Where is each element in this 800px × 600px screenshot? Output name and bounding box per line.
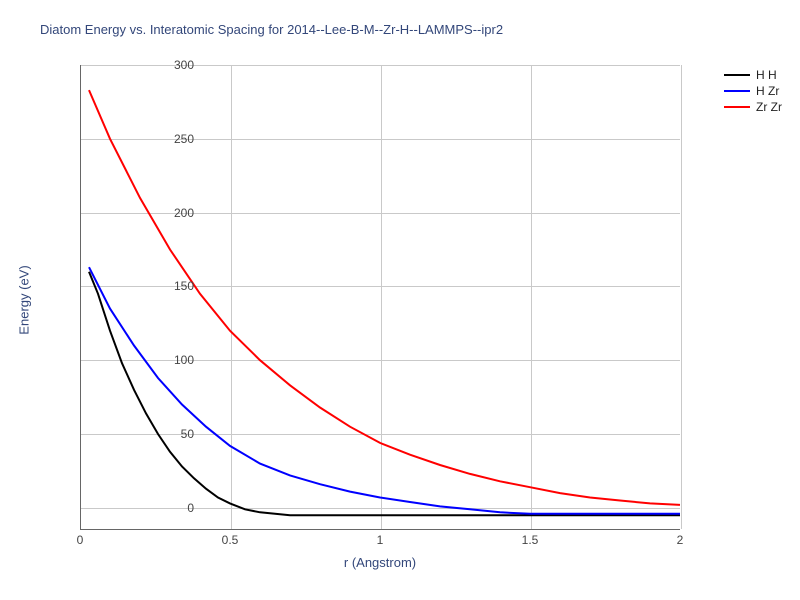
x-axis-label: r (Angstrom) <box>344 555 416 570</box>
legend-label: H H <box>756 68 777 82</box>
chart-container: Diatom Energy vs. Interatomic Spacing fo… <box>0 0 800 600</box>
series-line <box>89 267 680 514</box>
series-line <box>89 272 680 516</box>
x-tick-label: 0 <box>77 533 84 547</box>
legend: H H H Zr Zr Zr <box>724 68 782 116</box>
y-tick-label: 250 <box>174 132 194 146</box>
y-tick-label: 150 <box>174 279 194 293</box>
x-tick-label: 2 <box>677 533 684 547</box>
y-axis-label: Energy (eV) <box>17 265 32 334</box>
y-tick-label: 300 <box>174 58 194 72</box>
legend-item: H Zr <box>724 84 782 98</box>
x-tick-label: 0.5 <box>222 533 239 547</box>
legend-swatch <box>724 74 750 76</box>
x-tick-label: 1 <box>377 533 384 547</box>
chart-svg <box>80 65 680 530</box>
series-line <box>89 90 680 505</box>
legend-swatch <box>724 106 750 108</box>
y-tick-label: 200 <box>174 206 194 220</box>
legend-item: Zr Zr <box>724 100 782 114</box>
gridline-vertical <box>681 65 682 529</box>
y-tick-label: 50 <box>181 427 194 441</box>
legend-label: Zr Zr <box>756 100 782 114</box>
legend-label: H Zr <box>756 84 779 98</box>
y-tick-label: 100 <box>174 353 194 367</box>
legend-swatch <box>724 90 750 92</box>
y-tick-label: 0 <box>187 501 194 515</box>
x-tick-label: 1.5 <box>522 533 539 547</box>
chart-title: Diatom Energy vs. Interatomic Spacing fo… <box>40 22 503 37</box>
legend-item: H H <box>724 68 782 82</box>
